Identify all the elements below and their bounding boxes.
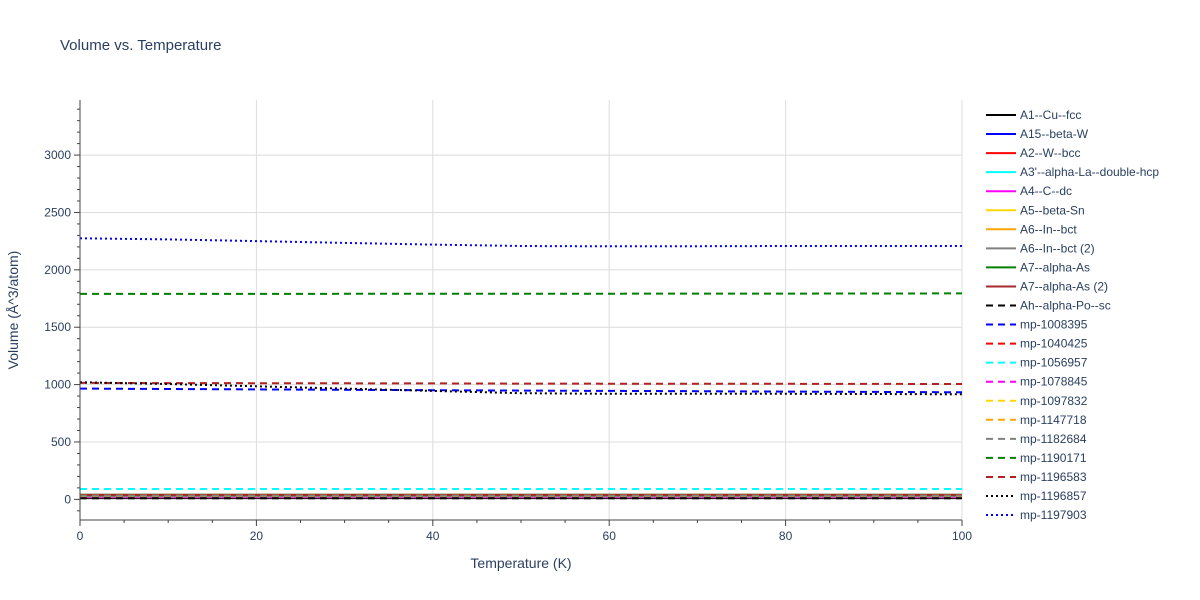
series-line-mp-1196857 [79, 381, 963, 396]
legend-item-label[interactable]: mp-1147718 [1020, 413, 1087, 427]
y-tick-label: 0 [64, 492, 71, 506]
legend-item-label[interactable]: Ah--alpha-Po--sc [1020, 299, 1111, 313]
x-tick-label: 100 [952, 529, 972, 543]
series-line-mp-1008395 [79, 387, 963, 394]
legend: A1--Cu--fcc A15--beta-W A2--W--bcc A3'--alp… [986, 108, 1159, 522]
legend-item-label[interactable]: A7--alpha-As (2) [1020, 279, 1108, 293]
legend-item-label[interactable]: mp-1040425 [1020, 337, 1088, 351]
legend-item-label[interactable]: A7--alpha-As [1020, 260, 1090, 274]
plot-area [79, 237, 963, 500]
x-tick-label: 80 [779, 529, 793, 543]
legend-item-label[interactable]: A3'--alpha-La--double-hcp [1020, 165, 1159, 179]
x-tick-label: 40 [426, 529, 440, 543]
legend-item-label[interactable]: mp-1078845 [1020, 375, 1088, 389]
legend-item-label[interactable]: mp-1097832 [1020, 394, 1088, 408]
grid [80, 100, 963, 520]
x-tick-label: 20 [250, 529, 264, 543]
x-tick-label: 60 [603, 529, 617, 543]
y-tick-label: 3000 [44, 148, 71, 162]
legend-item-label[interactable]: mp-1182684 [1020, 432, 1087, 446]
legend-item-label[interactable]: mp-1008395 [1020, 318, 1088, 332]
legend-item-label[interactable]: A1--Cu--fcc [1020, 108, 1081, 122]
legend-item-label[interactable]: mp-1197903 [1020, 508, 1087, 522]
legend-item-label[interactable]: A6--In--bct [1020, 222, 1077, 236]
legend-item-label[interactable]: A5--beta-Sn [1020, 203, 1085, 217]
legend-item-label[interactable]: mp-1196857 [1020, 489, 1087, 503]
y-tick-label: 1000 [44, 378, 71, 392]
series-line-mp-1190171 [80, 292, 963, 295]
legend-item-label[interactable]: A2--W--bcc [1020, 146, 1080, 160]
y-axis-title: Volume (Å^3/atom) [5, 251, 21, 370]
y-tick-label: 1500 [44, 320, 71, 334]
legend-item-label[interactable]: A15--beta-W [1020, 127, 1089, 141]
series-line-mp-1197903 [79, 237, 962, 248]
x-axis-title: Temperature (K) [470, 555, 571, 571]
series-line-mp-1196583 [79, 381, 963, 385]
chart-title: Volume vs. Temperature [60, 37, 221, 54]
legend-item-label[interactable]: mp-1056957 [1020, 356, 1088, 370]
legend-item-label[interactable]: A4--C--dc [1020, 184, 1072, 198]
y-tick-label: 500 [51, 435, 71, 449]
legend-item-label[interactable]: A6--In--bct (2) [1020, 241, 1095, 255]
legend-item-label[interactable]: mp-1190171 [1020, 451, 1087, 465]
x-tick-label: 0 [77, 529, 84, 543]
legend-item-label[interactable]: mp-1196583 [1020, 470, 1087, 484]
y-tick-label: 2500 [44, 205, 71, 219]
y-tick-label: 2000 [44, 263, 71, 277]
axes: 0 500 1000 1500 2000 2500 3000 0 20 40 60 80 100 [44, 100, 972, 543]
